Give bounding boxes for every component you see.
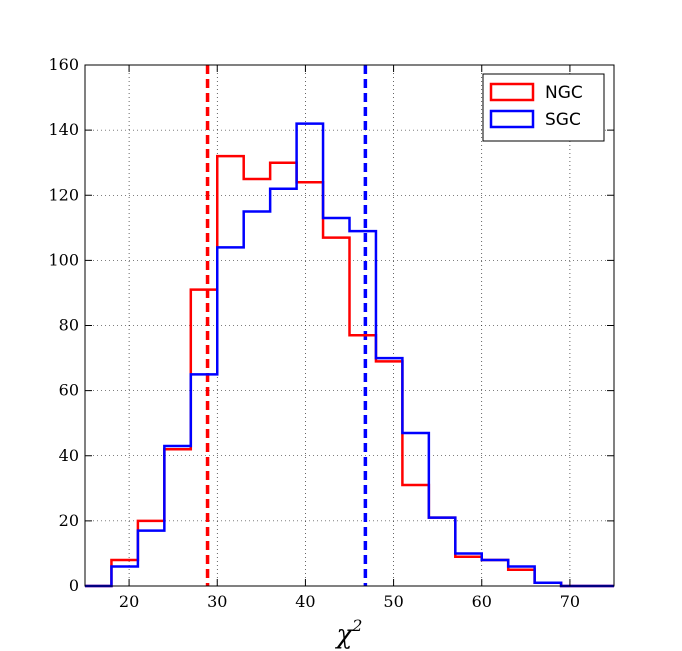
y-tick-label: 20 <box>59 511 79 530</box>
x-tick-label: 40 <box>295 592 315 611</box>
legend: NGC SGC <box>482 73 605 142</box>
y-tick-label: 160 <box>48 55 79 74</box>
y-tick-label: 100 <box>48 250 79 269</box>
x-axis-title-main: χ <box>335 620 355 650</box>
y-tick-label: 120 <box>48 185 79 204</box>
axis-ticks: 20 30 40 50 60 70 0 20 40 60 80 100 120 140 160 <box>48 55 614 611</box>
y-tick-label: 140 <box>48 120 79 139</box>
x-tick-label: 20 <box>119 592 139 611</box>
series-sgc-step <box>85 122 614 588</box>
x-tick-label: 30 <box>207 592 227 611</box>
x-tick-label: 60 <box>472 592 492 611</box>
x-axis-title-superscript: 2 <box>351 616 362 635</box>
y-tick-label: 0 <box>69 576 79 595</box>
legend-label-ngc: NGC <box>545 83 583 103</box>
x-tick-label: 50 <box>383 592 403 611</box>
reference-lines <box>205 65 368 586</box>
y-tick-label: 40 <box>59 446 79 465</box>
legend-label-sgc: SGC <box>545 110 581 130</box>
legend-swatch-ngc <box>489 82 535 102</box>
y-tick-label: 80 <box>59 316 79 335</box>
histogram-series <box>85 122 614 588</box>
y-tick-label: 60 <box>59 381 79 400</box>
legend-swatch-sgc <box>489 109 535 129</box>
x-tick-label: 70 <box>560 592 580 611</box>
x-axis-title: χ2 <box>335 616 363 650</box>
